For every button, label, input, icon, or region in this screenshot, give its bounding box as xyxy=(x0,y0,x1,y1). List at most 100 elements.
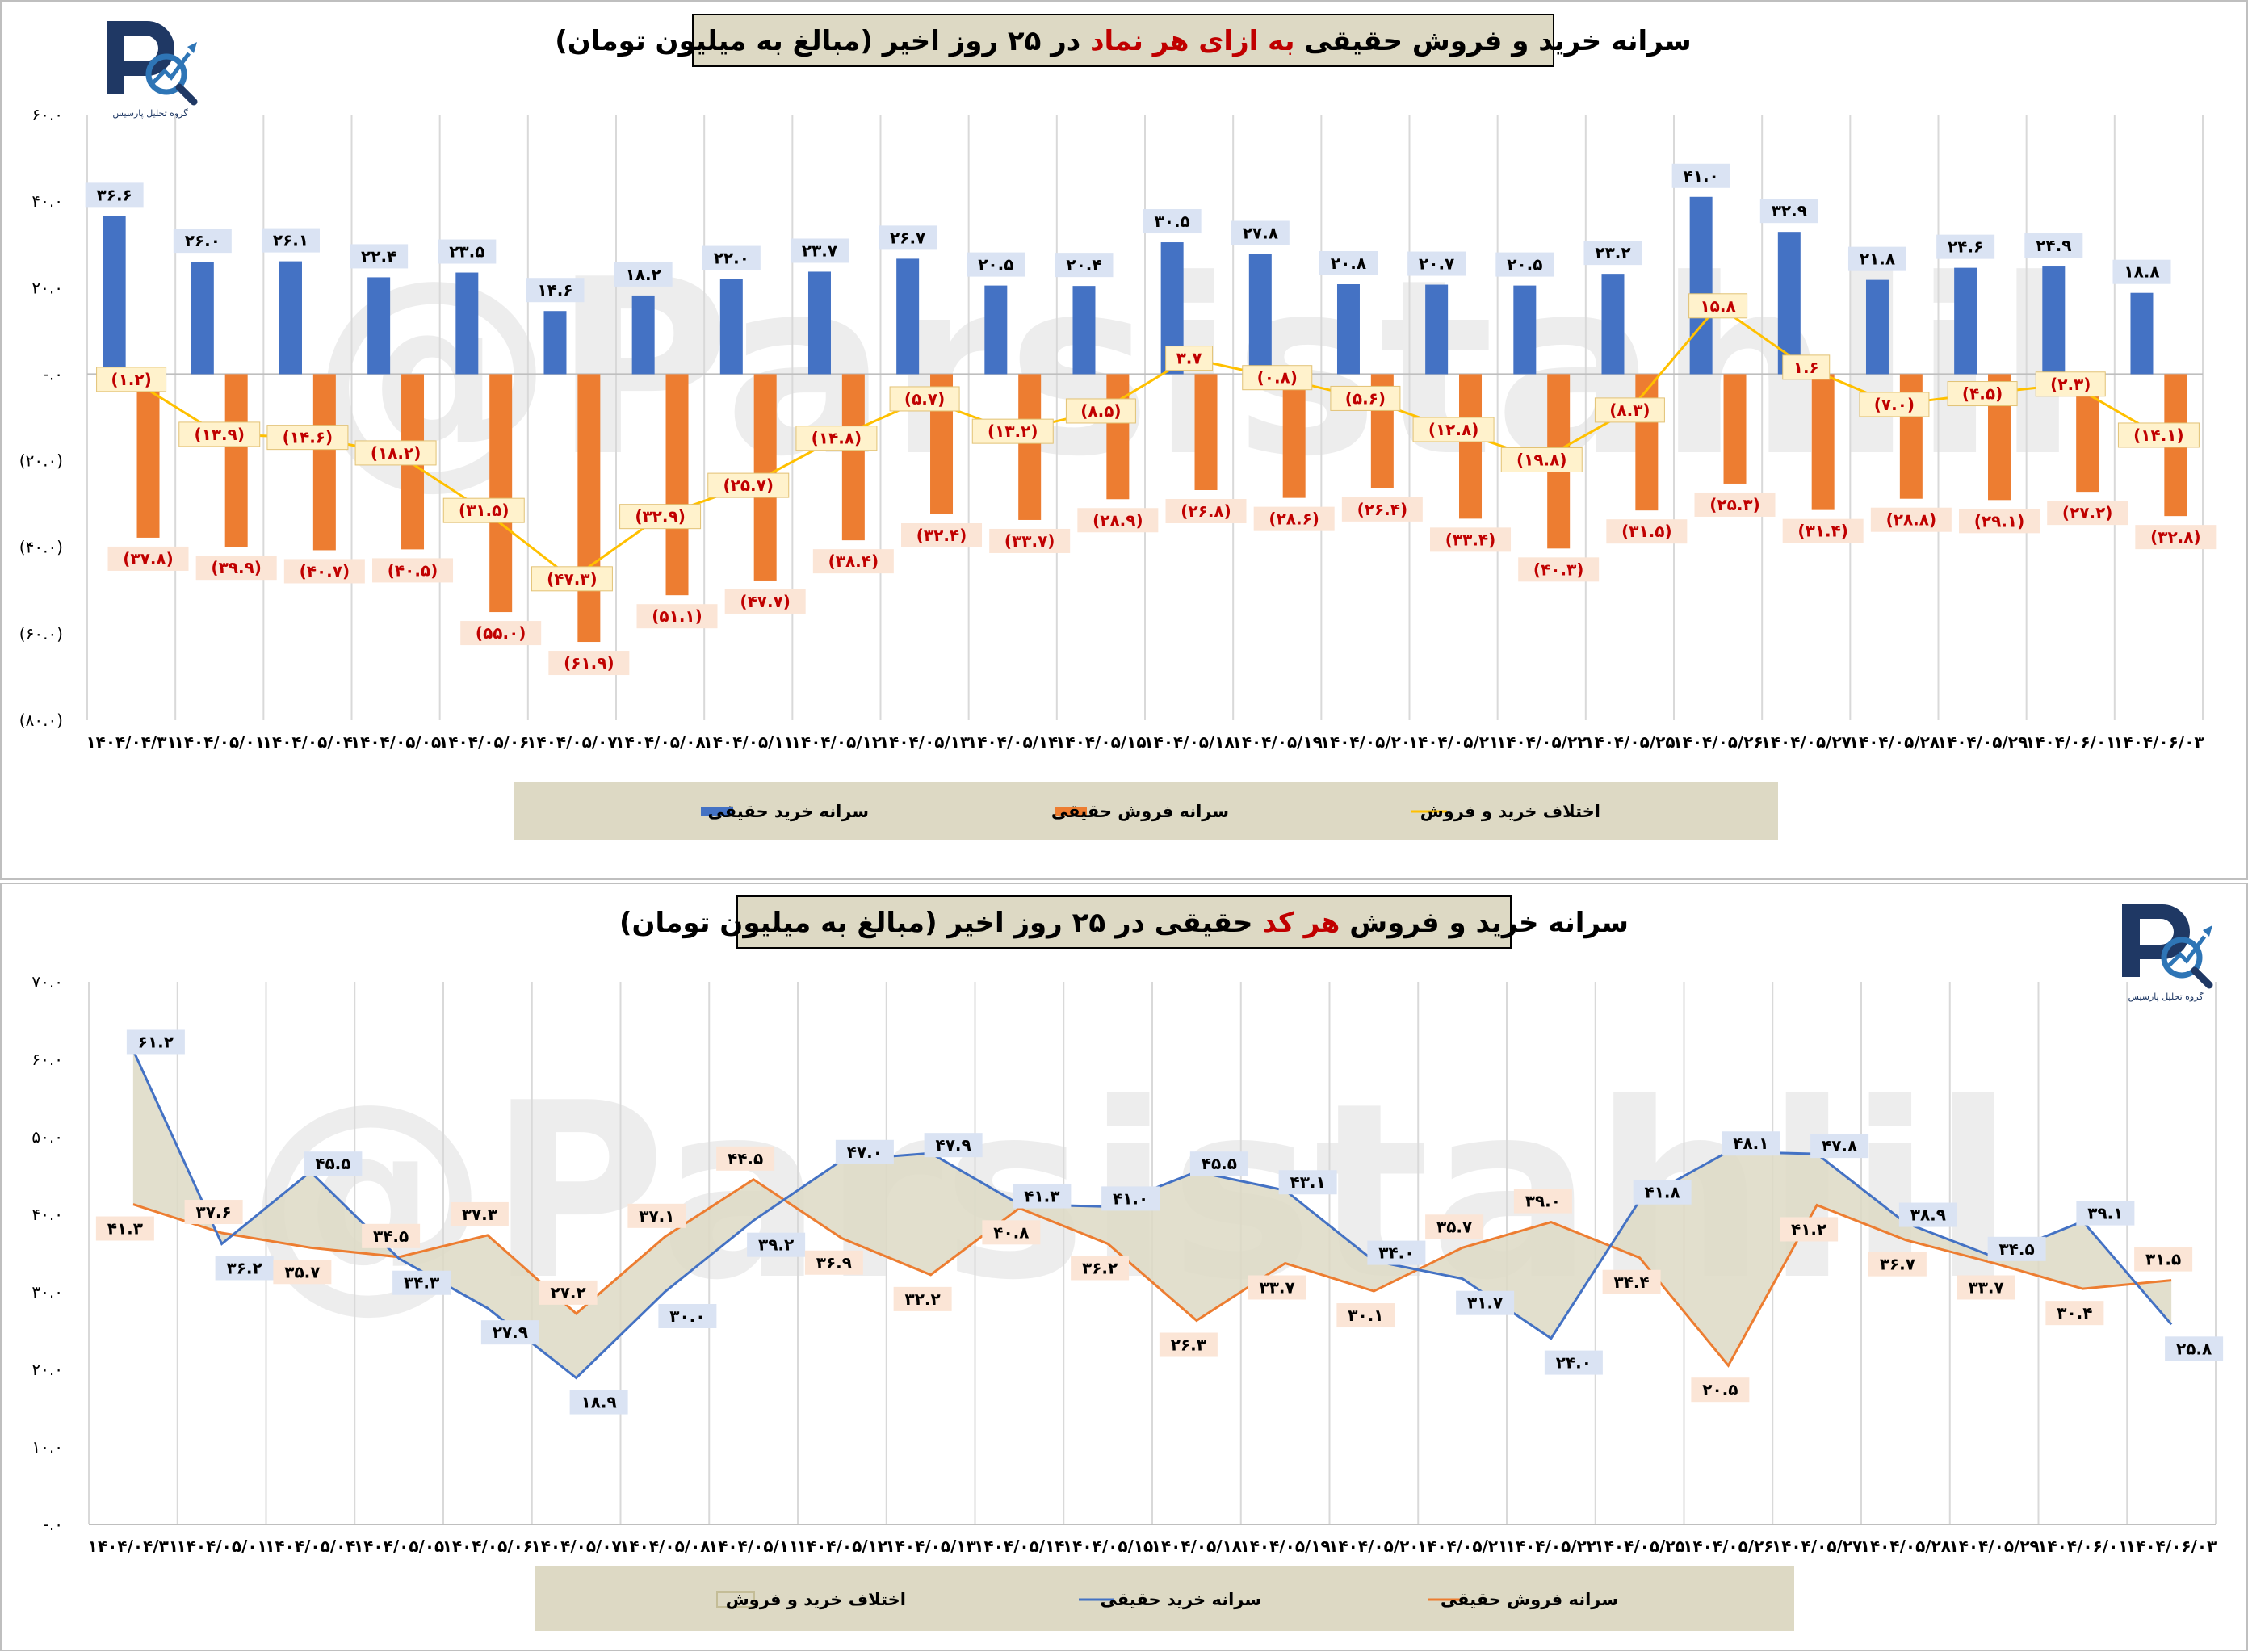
top-buy-bars xyxy=(103,196,2154,375)
buy-data-label-text: ۲۰.۷ xyxy=(1419,254,1454,274)
bottom-y-tick-label: -.۰ xyxy=(44,1515,63,1534)
sell-data-label-text: (۴۰.۷) xyxy=(300,561,350,581)
sell-line-data-label: ۳۳.۷ xyxy=(1957,1275,2015,1300)
top-y-axis: ۶۰.۰ ۴۰.۰ ۲۰.۰ -.۰ (۲۰.۰) (۴۰.۰) (۶۰.۰) (۸۰.۰) xyxy=(19,105,63,730)
diff-data-label: (۱۳.۲) xyxy=(971,418,1054,444)
diff-data-label-text: (۱۳.۹) xyxy=(195,425,245,444)
sell-data-label-bg xyxy=(2047,501,2128,526)
buy-bar xyxy=(807,271,831,375)
buy-data-label-bg xyxy=(438,239,497,264)
buy-line-data-label-text: ۲۴.۰ xyxy=(1556,1353,1592,1373)
sell-bar xyxy=(577,374,601,643)
sell-line-data-label-bg xyxy=(1957,1275,2015,1300)
legend-label-sell-line: سرانه فروش حقیقی xyxy=(1441,1590,1618,1609)
sell-line-data-label-bg xyxy=(539,1280,598,1305)
buy-line-data-label-bg xyxy=(2165,1336,2224,1361)
sell-bar xyxy=(1635,374,1659,511)
buy-line-data-label-text: ۴۳.۱ xyxy=(1290,1172,1326,1192)
diff-data-label: (۰.۸) xyxy=(1242,365,1313,391)
buy-data-label: ۱۸.۸ xyxy=(2112,259,2171,284)
buy-bar xyxy=(1865,279,1889,375)
sell-bar xyxy=(665,374,689,596)
buy-data-label: ۲۰.۵ xyxy=(1495,252,1554,277)
buy-line-data-label: ۴۷.۰ xyxy=(835,1139,894,1164)
buy-data-label-text: ۲۳.۵ xyxy=(449,242,484,262)
diff-data-label-bg xyxy=(1688,293,1748,319)
buy-line-data-label-bg xyxy=(1898,1202,1957,1227)
sell-line-data-label-text: ۳۷.۱ xyxy=(639,1206,674,1226)
diff-data-label-text: (۸.۵) xyxy=(1080,401,1121,421)
bottom-x-tick-label: ۱۴۰۴/۰۵/۰۶ xyxy=(442,1537,533,1556)
sell-line-data-label-bg xyxy=(273,1260,332,1285)
top-x-tick-label: ۱۴۰۴/۰۶/۰۱ xyxy=(2025,732,2116,752)
sell-data-label-text: (۳۱.۵) xyxy=(1621,522,1672,541)
diff-data-label: (۲۵.۷) xyxy=(707,472,790,498)
sell-data-label: (۳۷.۸) xyxy=(107,546,189,571)
diff-data-label: (۵.۶) xyxy=(1330,385,1401,411)
buy-line-data-label-bg xyxy=(1189,1151,1248,1176)
buy-line-data-label: ۴۱.۰ xyxy=(1101,1186,1160,1211)
sell-data-label: (۲۸.۸) xyxy=(1870,507,1952,532)
buy-data-label-text: ۲۴.۶ xyxy=(1948,237,1983,257)
diff-data-label-bg xyxy=(1165,346,1214,371)
top-x-tick-label: ۱۴۰۴/۰۵/۲۷ xyxy=(1761,732,1852,752)
sell-data-label-text: (۵۵.۰) xyxy=(476,623,526,643)
sell-line-data-label-text: ۳۶.۲ xyxy=(1082,1258,1118,1277)
sell-data-label-text: (۳۳.۷) xyxy=(1004,531,1055,551)
sell-line-data-label-text: ۲۷.۲ xyxy=(551,1283,586,1302)
sell-line-data-label-bg xyxy=(95,1216,154,1241)
buy-line-data-label-bg xyxy=(1987,1236,2046,1261)
buy-data-label-bg xyxy=(1495,252,1554,277)
buy-bar xyxy=(191,262,214,375)
sell-data-label-text: (۴۷.۷) xyxy=(740,592,791,611)
sell-data-label-text: (۳۲.۴) xyxy=(916,526,967,545)
sell-line-data-label-bg xyxy=(1159,1332,1218,1357)
buy-data-label-text: ۲۲.۴ xyxy=(361,246,396,266)
sell-bar xyxy=(224,374,248,547)
sell-data-label-text: (۳۲.۸) xyxy=(2150,527,2201,547)
sell-bar xyxy=(1194,374,1218,490)
sell-bar xyxy=(136,374,160,538)
buy-bar xyxy=(1954,267,1977,375)
buy-data-label-bg xyxy=(350,244,409,269)
buy-bar xyxy=(2130,292,2154,375)
buy-data-label: ۲۷.۸ xyxy=(1231,220,1290,245)
diff-data-label-text: (۴۷.۳) xyxy=(547,569,598,589)
buy-data-label-bg xyxy=(261,228,320,253)
buy-data-label: ۲۶.۱ xyxy=(261,228,320,253)
top-x-tick-label: ۱۴۰۴/۰۵/۲۸ xyxy=(1849,732,1940,752)
buy-line-data-label-bg xyxy=(1722,1131,1780,1156)
diff-data-label-text: (۰.۸) xyxy=(1257,368,1298,388)
diff-data-label-bg xyxy=(1594,397,1665,423)
sell-bar xyxy=(1811,374,1835,510)
sell-line-data-label-bg xyxy=(1425,1214,1484,1239)
diff-data-label: (۱۸.۲) xyxy=(354,440,437,466)
sell-line-data-label: ۳۰.۱ xyxy=(1336,1303,1395,1328)
buy-line-data-label-bg xyxy=(215,1256,274,1281)
sell-line-data-label: ۲۷.۲ xyxy=(539,1280,598,1305)
top-x-tick-label: ۱۴۰۴/۰۵/۰۷ xyxy=(526,732,617,752)
buy-data-label-text: ۱۸.۸ xyxy=(2124,262,2159,282)
buy-data-label-text: ۲۲.۰ xyxy=(714,249,749,268)
buy-data-label-bg xyxy=(967,252,1025,277)
bottom-x-tick-label: ۱۴۰۴/۰۵/۲۱ xyxy=(1417,1537,1508,1556)
bottom-x-tick-label: ۱۴۰۴/۰۵/۰۵ xyxy=(354,1537,444,1556)
sell-data-label-bg xyxy=(195,556,277,581)
sell-bar xyxy=(312,374,336,551)
buy-line-data-label: ۳۴.۳ xyxy=(392,1270,451,1295)
sell-line-data-label-text: ۳۶.۹ xyxy=(816,1253,852,1273)
buy-line-data-label-bg xyxy=(1013,1184,1072,1209)
sell-data-label-bg xyxy=(1253,506,1335,531)
bottom-x-tick-label: ۱۴۰۴/۰۶/۰۱ xyxy=(2037,1537,2128,1556)
top-y-tick-label: -.۰ xyxy=(44,364,63,384)
sell-data-label: (۳۸.۴) xyxy=(812,549,894,574)
buy-bar xyxy=(1248,254,1272,375)
top-x-axis: ۱۴۰۴/۰۴/۳۱۱۴۰۴/۰۵/۰۱۱۴۰۴/۰۵/۰۴۱۴۰۴/۰۵/۰۵… xyxy=(86,732,2204,752)
buy-bar xyxy=(1513,285,1537,375)
sell-data-label: (۲۸.۶) xyxy=(1253,506,1335,531)
buy-data-label-bg xyxy=(1143,209,1202,234)
buy-line-data-label: ۶۱.۲ xyxy=(126,1029,185,1055)
buy-line-data-label-text: ۳۴.۰ xyxy=(1378,1243,1414,1263)
sell-data-label-bg xyxy=(636,604,718,629)
buy-bar xyxy=(719,279,743,375)
